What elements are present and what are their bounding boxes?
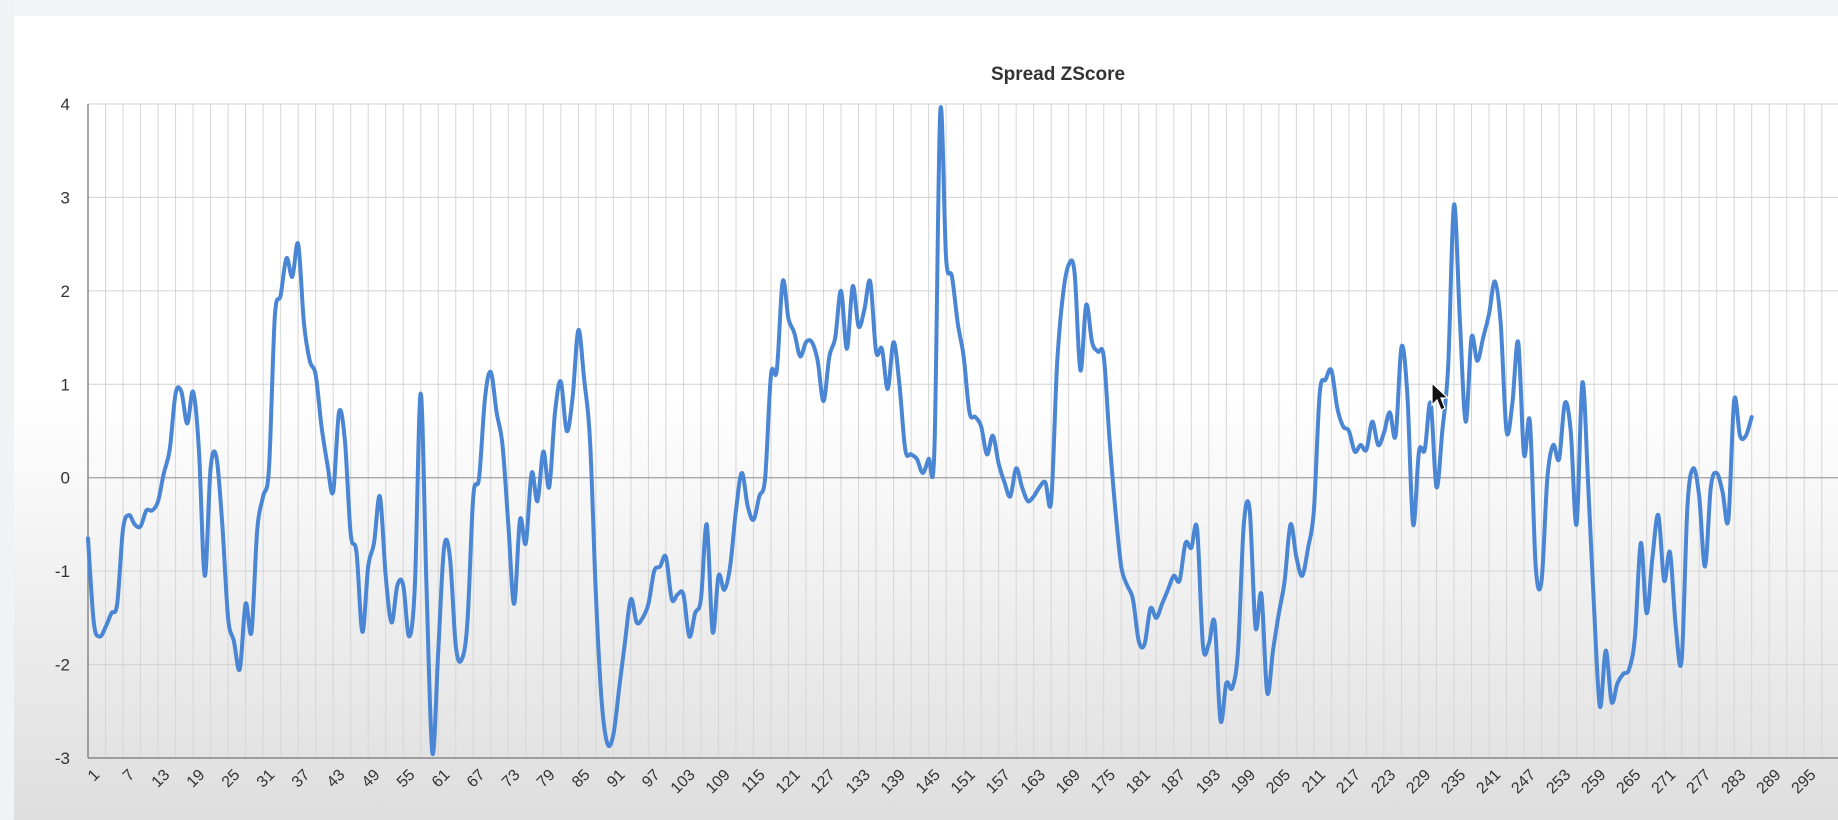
x-tick-label: 241: [1473, 766, 1504, 797]
x-tick-label: 55: [394, 766, 419, 791]
x-tick-label: 13: [149, 766, 174, 791]
x-tick-label: 121: [773, 766, 804, 797]
y-tick-label: -2: [55, 656, 70, 675]
series-line: [86, 105, 1754, 757]
x-tick-label: 181: [1123, 766, 1154, 797]
x-tick-label: 223: [1368, 766, 1399, 797]
x-tick-label: 133: [843, 766, 874, 797]
x-tick-label: 31: [254, 766, 279, 791]
x-tick-label: 145: [913, 766, 944, 797]
x-tick-label: 193: [1193, 766, 1224, 797]
x-tick-label: 37: [289, 766, 314, 791]
x-tick-label: 73: [499, 766, 524, 791]
x-tick-label: 97: [639, 766, 664, 791]
x-tick-label: 67: [464, 766, 489, 791]
x-tick-label: 229: [1403, 766, 1434, 797]
mouse-cursor-icon: [1431, 381, 1450, 411]
x-tick-label: 79: [534, 766, 559, 791]
x-tick-label: 85: [569, 766, 594, 791]
x-tick-label: 151: [948, 766, 979, 797]
x-tick-label: 295: [1789, 766, 1820, 797]
x-tick-label: 199: [1228, 766, 1259, 797]
axes: [87, 104, 1838, 759]
x-tick-label: 7: [120, 766, 138, 784]
x-tick-label: 91: [604, 766, 629, 791]
y-tick-label: 0: [61, 469, 70, 488]
x-tick-label: 283: [1719, 766, 1750, 797]
x-tick-label: 49: [359, 766, 384, 791]
x-tick-label: 247: [1508, 766, 1539, 797]
x-tick-label: 235: [1438, 766, 1469, 797]
x-tick-label: 253: [1543, 766, 1574, 797]
window-left-strip: [0, 0, 14, 820]
y-tick-label: -3: [55, 749, 70, 768]
x-tick-label: 61: [429, 766, 454, 791]
x-tick-label: 157: [983, 766, 1014, 797]
x-tick-label: 277: [1684, 766, 1715, 797]
x-tick-label: 109: [703, 766, 734, 797]
chart-panel: [14, 16, 1838, 820]
y-tick-labels: 4 3 2 1 0 -1 -2 -3: [55, 95, 70, 768]
x-tick-label: 1: [85, 766, 103, 784]
x-tick-label: 289: [1754, 766, 1785, 797]
x-tick-label: 259: [1578, 766, 1609, 797]
y-tick-label: -1: [55, 562, 70, 581]
y-tick-label: 3: [61, 188, 70, 207]
x-tick-label: 187: [1158, 766, 1189, 797]
x-tick-label: 19: [184, 766, 209, 791]
x-tick-label: 115: [739, 766, 769, 796]
x-tick-label: 211: [1299, 766, 1329, 796]
series-group: [86, 105, 1754, 757]
x-tick-label: 217: [1333, 766, 1364, 797]
x-tick-label: 103: [668, 766, 699, 797]
x-tick-label: 205: [1263, 766, 1294, 797]
x-tick-label: 43: [324, 766, 349, 791]
y-tick-label: 2: [61, 282, 70, 301]
y-tick-label: 1: [61, 375, 70, 394]
x-tick-label: 163: [1018, 766, 1049, 797]
x-tick-labels: 1 7 13 19 25 31 37 43 49 55 61 67 73 79 85 91 97 103 109 11…: [85, 766, 1820, 797]
x-tick-label: 25: [219, 766, 244, 791]
x-tick-label: 139: [878, 766, 909, 797]
chart-title: Spread ZScore: [991, 64, 1125, 85]
grid-lines: [87, 103, 1838, 759]
x-tick-label: 265: [1613, 766, 1644, 797]
x-tick-label: 127: [808, 766, 839, 797]
window-top-strip: [0, 0, 1838, 16]
x-tick-label: 169: [1053, 766, 1084, 797]
x-tick-label: 175: [1088, 766, 1119, 797]
y-tick-label: 4: [61, 95, 70, 114]
x-tick-label: 271: [1649, 766, 1680, 797]
